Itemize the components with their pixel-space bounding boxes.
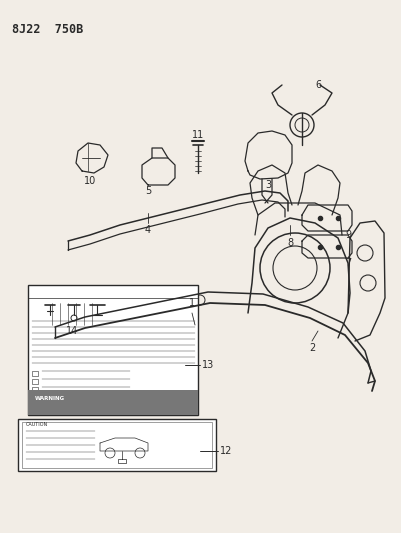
Text: 13: 13	[202, 360, 214, 370]
Text: 10: 10	[84, 176, 96, 186]
Bar	[28, 390, 198, 415]
Text: 14: 14	[66, 326, 78, 336]
Text: 8J22  750B: 8J22 750B	[12, 23, 83, 36]
Bar	[22, 422, 212, 468]
Text: 7: 7	[345, 258, 351, 268]
Text: 6: 6	[315, 80, 321, 90]
Bar	[32, 371, 38, 376]
Text: 12: 12	[220, 446, 232, 456]
Text: 1: 1	[189, 298, 195, 308]
Text: 8: 8	[287, 238, 293, 248]
Bar	[18, 419, 216, 471]
Text: 11: 11	[192, 130, 204, 140]
Bar	[28, 285, 198, 415]
Text: WARNING: WARNING	[35, 397, 65, 401]
Bar	[46, 303, 98, 325]
Text: 2: 2	[309, 343, 315, 353]
Bar	[32, 379, 38, 384]
Text: 9: 9	[345, 230, 351, 240]
Bar	[32, 387, 38, 392]
Text: 4: 4	[145, 225, 151, 235]
Text: 5: 5	[145, 186, 151, 196]
Text: CAUTION: CAUTION	[26, 423, 48, 427]
Text: 3: 3	[265, 180, 271, 190]
